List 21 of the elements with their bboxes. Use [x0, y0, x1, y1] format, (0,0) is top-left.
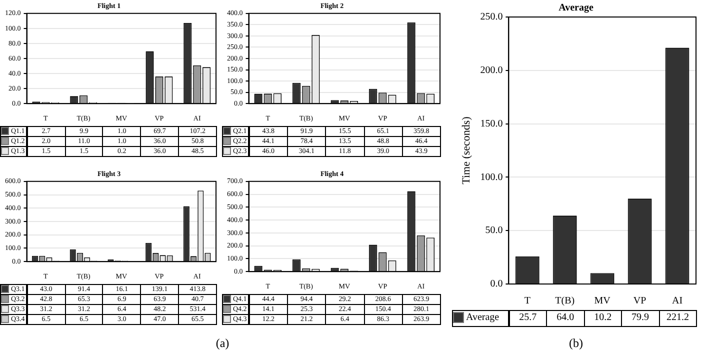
text: (b)	[568, 336, 584, 351]
y-tick-label: 150.0	[480, 118, 503, 130]
chart-title: Average	[558, 2, 594, 14]
y-tick-label: 250.0	[480, 12, 503, 23]
data-label: 10.2	[584, 310, 622, 327]
x-tick-label: T(B)	[555, 296, 575, 307]
x-tick-label: AI	[672, 296, 683, 307]
y-axis-title: Time (seconds)	[460, 116, 472, 184]
data-label: 64.0	[546, 310, 585, 327]
x-tick-label: T	[524, 296, 530, 307]
data-label: 25.7	[508, 310, 548, 327]
y-tick-label: 100.0	[480, 172, 503, 183]
y-tick-label: 200.0	[480, 65, 503, 76]
y-tick-label: 0.0	[490, 278, 503, 290]
x-tick-label: VP	[633, 296, 647, 307]
data-label: 221.2	[658, 310, 697, 327]
text: (a)	[214, 336, 230, 351]
legend-label: Average	[452, 310, 509, 327]
data-label: 79.9	[621, 310, 660, 327]
x-tick-label: MV	[594, 296, 612, 307]
y-tick-label: 50.0	[485, 225, 503, 236]
